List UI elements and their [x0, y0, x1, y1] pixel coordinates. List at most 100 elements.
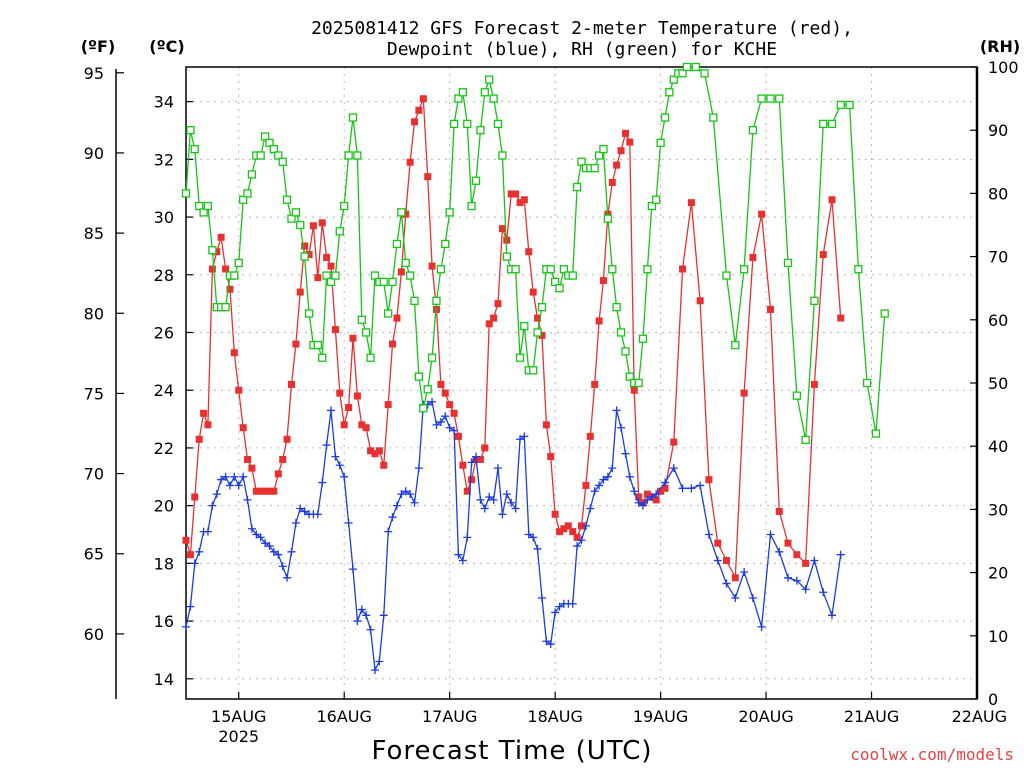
fahrenheit-unit-label: (ºF): [81, 37, 116, 56]
temperature-point: [525, 248, 533, 256]
rh-point: [559, 265, 569, 274]
dewpoint-point: [327, 406, 336, 415]
temperature-point: [428, 262, 436, 270]
celsius-tick-label: 30: [154, 208, 174, 227]
rh-tick-label: 100: [988, 58, 1019, 77]
temperature-point: [529, 288, 537, 296]
rh-point: [665, 88, 674, 97]
temperature-point: [828, 196, 836, 204]
rh-point: [827, 119, 837, 129]
dewpoint-point: [401, 487, 410, 496]
rh-point: [190, 145, 199, 154]
fahrenheit-tick-label: 75: [84, 384, 104, 403]
temperature-point: [186, 551, 194, 559]
temperature-point: [371, 450, 379, 458]
rh-point: [405, 271, 415, 280]
rh-point: [757, 94, 766, 103]
rh-point: [590, 163, 599, 173]
rh-point: [287, 214, 296, 223]
dewpoint-point: [638, 501, 647, 510]
rh-point: [230, 271, 239, 280]
dewpoint-point: [696, 481, 705, 490]
dewpoint-point: [669, 464, 678, 473]
celsius-tick-label: 22: [154, 439, 174, 458]
temperature-point: [389, 340, 397, 348]
rh-point: [388, 277, 397, 287]
rh-point: [775, 94, 784, 103]
temperature-point: [578, 522, 585, 530]
rh-point: [709, 113, 718, 122]
temperature-point: [270, 487, 278, 495]
dewpoint-point: [291, 518, 300, 527]
rh-point: [326, 277, 336, 287]
temperature-point: [305, 251, 313, 259]
dewpoint-point: [348, 565, 357, 574]
x-axis-tick-label: 16AUG: [316, 707, 371, 726]
chart-title-line2: Dewpoint (blue), RH (green) for KCHE: [387, 39, 777, 60]
rh-point: [335, 227, 344, 236]
temperature-point: [441, 389, 449, 397]
temperature-point: [318, 219, 326, 227]
rh-point: [529, 366, 538, 375]
temperature-point: [367, 447, 375, 455]
dewpoint-point: [625, 472, 634, 481]
temperature-point: [437, 380, 445, 388]
rh-point: [458, 88, 468, 97]
rh-point: [195, 201, 204, 211]
temperature-point: [200, 409, 208, 417]
dewpoint-point: [256, 533, 265, 542]
rh-point: [291, 208, 301, 217]
dewpoint-point: [595, 481, 604, 490]
temperature-point: [503, 236, 511, 244]
x-axis-tick-label: 20AUG: [738, 707, 793, 726]
temperature-point: [279, 455, 287, 463]
dewpoint-point: [617, 423, 626, 432]
temperature-point: [599, 277, 607, 285]
rh-point: [269, 145, 279, 154]
rh-point: [489, 94, 498, 103]
rh-point: [361, 328, 371, 337]
dewpoint-point: [713, 556, 722, 565]
temperature-point: [556, 528, 564, 536]
temperature-point: [749, 253, 757, 261]
grid-lines: [186, 67, 977, 699]
temperature-point: [547, 453, 555, 461]
temperature-point: [450, 409, 458, 417]
rh-point: [819, 119, 828, 129]
dewpoint-point: [731, 593, 740, 602]
celsius-tick-label: 20: [154, 497, 174, 516]
rh-point: [550, 277, 560, 287]
dewpoint-point: [331, 452, 340, 461]
dewpoint-point: [234, 481, 243, 490]
dewpoint-point: [410, 498, 419, 507]
rh-point: [599, 145, 608, 154]
rh-point: [340, 201, 349, 211]
rh-point: [485, 75, 494, 84]
celsius-tick-label: 26: [154, 323, 174, 342]
dewpoint-point: [278, 562, 287, 571]
rh-point: [370, 271, 380, 280]
temperature-point: [402, 210, 410, 218]
temperature-point: [248, 464, 256, 472]
dewpoint-point: [217, 475, 226, 484]
temperature-point: [687, 199, 695, 207]
temperature-point: [538, 331, 546, 339]
dewpoint-point: [247, 524, 256, 533]
temperature-point: [222, 265, 230, 273]
temperature-point: [652, 496, 660, 504]
temperature-point: [362, 424, 370, 432]
temperature-point: [296, 288, 304, 296]
rh-point: [480, 88, 489, 97]
celsius-tick-label: 28: [154, 266, 174, 285]
temperature-point: [810, 380, 818, 388]
dewpoint-point: [704, 530, 713, 539]
dewpoint-point: [775, 547, 784, 556]
temperature-point: [481, 444, 489, 452]
rh-point: [669, 75, 678, 84]
dewpoint-point: [827, 611, 836, 620]
temperature-point: [621, 129, 629, 137]
dewpoint-point: [283, 573, 292, 582]
rh-point: [441, 239, 450, 249]
rh-unit-label: (RH): [980, 37, 1020, 56]
